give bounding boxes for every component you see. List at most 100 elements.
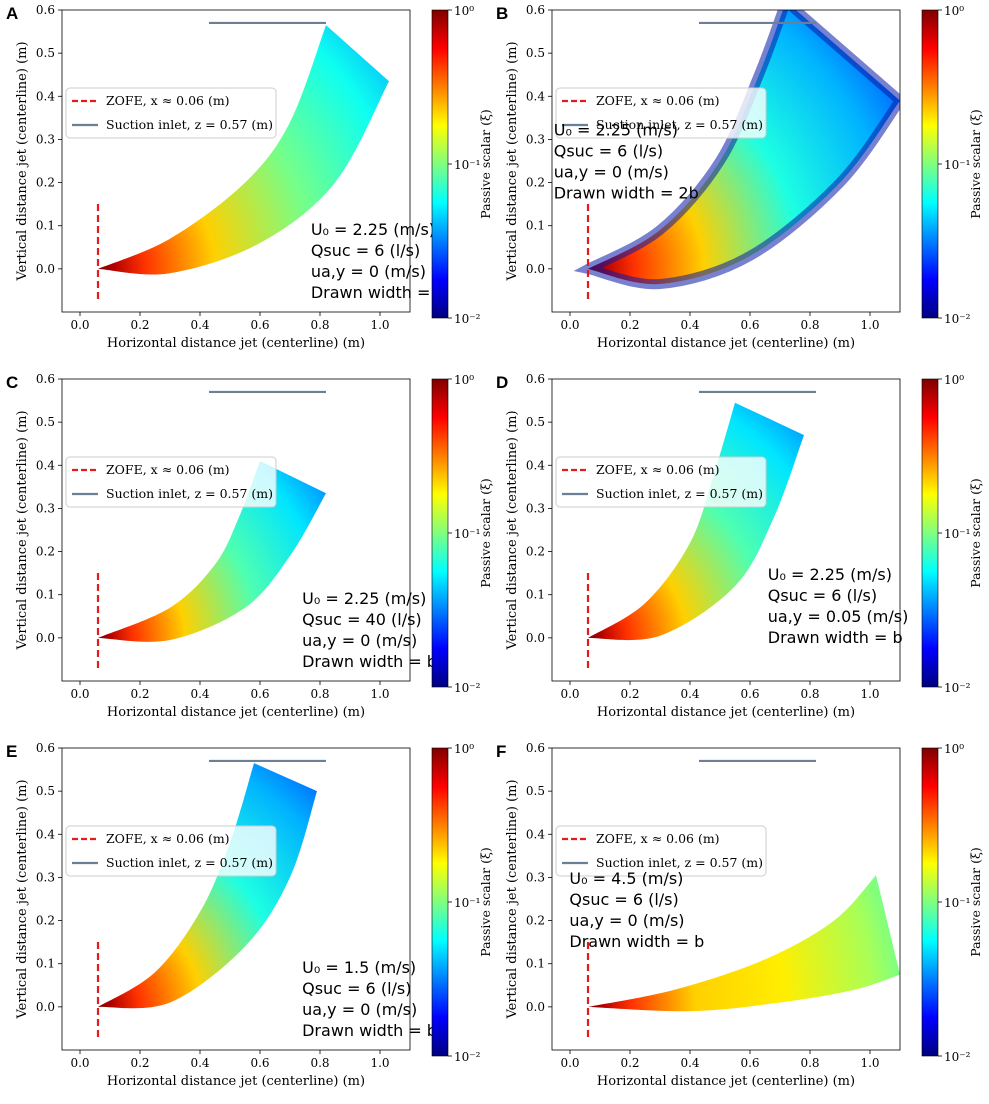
plume-b [588, 10, 900, 285]
colorbar-tick-label: 10⁻¹ [454, 158, 480, 172]
legend: ZOFE, x ≈ 0.06 (m) Suction inlet, z = 0.5… [555, 825, 767, 877]
x-tick-label: 0.8 [310, 1056, 329, 1070]
colorbar-label: Passive scalar (ξ) [968, 109, 983, 218]
annotation-line: U₀ = 2.25 (m/s) [554, 120, 678, 139]
x-tick-label: 1.0 [370, 1056, 389, 1070]
annotation-line: Qsuc = 40 (l/s) [302, 610, 422, 629]
y-axis-label: Vertical distance jet (centerline) (m) [505, 779, 520, 1019]
x-axis-label: Horizontal distance jet (centerline) (m) [107, 1074, 365, 1089]
panel-label-b: B [496, 4, 509, 23]
x-tick-label: 0.6 [740, 318, 759, 332]
colorbar-tick-label: 10⁻² [944, 681, 971, 695]
y-tick-label: 0.4 [36, 827, 55, 841]
annotation: U₀ = 2.25 (m/s) Qsuc = 6 (l/s) ua,y = 0 (m… [311, 220, 446, 302]
axes-frame [551, 378, 901, 682]
plume-group [588, 875, 900, 1012]
y-tick-label: 0.3 [526, 132, 545, 146]
colorbar-label: Passive scalar (ξ) [968, 478, 983, 587]
colorbar-tick-label: 10⁻² [454, 681, 481, 695]
colorbar-tick-label: 10⁰ [454, 373, 474, 387]
axes-frame [551, 9, 901, 313]
legend-suction-label: Suction inlet, z = 0.57 (m) [106, 117, 273, 132]
legend-suction-label: Suction inlet, z = 0.57 (m) [596, 855, 763, 870]
y-tick-label: 0.2 [36, 914, 55, 928]
x-tick-label: 0.2 [130, 318, 149, 332]
x-tick-label: 0.4 [190, 1056, 209, 1070]
legend-suction-label: Suction inlet, z = 0.57 (m) [106, 486, 273, 501]
colorbar-tick-label: 10⁻² [944, 1050, 971, 1064]
y-tick-label: 0.0 [526, 1000, 545, 1014]
annotation-line: Drawn width = b [311, 283, 446, 302]
colorbar-label: Passive scalar (ξ) [478, 847, 493, 956]
x-tick-label: 1.0 [860, 318, 879, 332]
x-tick-label: 0.2 [620, 1056, 639, 1070]
colorbar-tick-label: 10⁰ [454, 742, 474, 756]
axes-frame [61, 747, 411, 1051]
y-tick-label: 0.6 [36, 741, 55, 755]
legend-zofe-label: ZOFE, x ≈ 0.06 (m) [596, 93, 720, 108]
y-tick-label: 0.1 [36, 219, 55, 233]
y-tick-label: 0.6 [526, 3, 545, 17]
x-tick-label: 1.0 [370, 318, 389, 332]
panel-e: 0.0 0.2 0.4 0.6 0.8 1.0 0.0 0.1 0.2 0.3 0.4 0.5 0.6 H… [15, 741, 437, 1089]
annotation: U₀ = 2.25 (m/s) Qsuc = 6 (l/s) ua,y = 0 (m… [554, 120, 699, 202]
plume-e [98, 763, 317, 1009]
colorbar-gradient [921, 9, 939, 319]
colorbar-tick-label: 10⁻² [454, 1050, 481, 1064]
y-tick-label: 0.4 [36, 89, 55, 103]
annotation-line: ua,y = 0.05 (m/s) [768, 607, 909, 626]
x-tick-label: 0.8 [800, 1056, 819, 1070]
y-tick-label: 0.1 [526, 588, 545, 602]
colorbar-tick-label: 10⁻¹ [944, 896, 970, 910]
panel-label-f: F [496, 742, 507, 761]
x-tick-label: 0.6 [250, 1056, 269, 1070]
annotation-line: Qsuc = 6 (l/s) [554, 141, 663, 160]
colorbar-gradient [431, 9, 449, 319]
legend-box [555, 456, 767, 508]
x-tick-label: 0.4 [680, 318, 699, 332]
x-tick-label: 0.0 [70, 687, 89, 701]
panel-c: 0.0 0.2 0.4 0.6 0.8 1.0 0.0 0.1 0.2 0.3 0.4 0.5 0.6 H… [15, 372, 437, 720]
panel-label-d: D [496, 373, 509, 392]
legend-suction-label: Suction inlet, z = 0.57 (m) [106, 855, 273, 870]
x-tick-label: 0.2 [620, 687, 639, 701]
y-tick-label: 0.6 [36, 372, 55, 386]
colorbar-tick-label: 10⁻² [944, 312, 971, 326]
colorbar-tick-label: 10⁻¹ [454, 527, 480, 541]
x-tick-label: 1.0 [860, 687, 879, 701]
x-tick-label: 0.8 [800, 318, 819, 332]
y-tick-label: 0.5 [36, 46, 55, 60]
colorbar-c: 10⁰ 10⁻¹ 10⁻² Passive scalar (ξ) [431, 373, 493, 695]
y-tick-label: 0.0 [36, 262, 55, 276]
annotation-line: Drawn width = b [768, 628, 903, 647]
annotation-line: U₀ = 2.25 (m/s) [302, 589, 426, 608]
x-tick-label: 0.6 [250, 687, 269, 701]
y-tick-label: 0.1 [526, 219, 545, 233]
annotation-line: Drawn width = 2b [554, 183, 699, 202]
x-tick-label: 0.4 [680, 1056, 699, 1070]
y-tick-label: 0.5 [526, 46, 545, 60]
colorbar-b: 10⁰ 10⁻¹ 10⁻² Passive scalar (ξ) [921, 4, 983, 326]
y-tick-label: 0.4 [526, 827, 545, 841]
annotation-line: ua,y = 0 (m/s) [302, 631, 417, 650]
legend-zofe-label: ZOFE, x ≈ 0.06 (m) [596, 462, 720, 477]
legend: ZOFE, x ≈ 0.06 (m) Suction inlet, z = 0.5… [555, 87, 767, 139]
x-tick-label: 0.8 [800, 687, 819, 701]
colorbar-gradient [431, 747, 449, 1057]
x-tick-label: 0.0 [70, 318, 89, 332]
legend: ZOFE, x ≈ 0.06 (m) Suction inlet, z = 0.5… [65, 825, 277, 877]
colorbar-tick-label: 10⁻² [454, 312, 481, 326]
x-tick-label: 0.0 [560, 318, 579, 332]
annotation-line: Qsuc = 6 (l/s) [302, 979, 411, 998]
colorbar-label: Passive scalar (ξ) [968, 847, 983, 956]
y-tick-label: 0.0 [526, 262, 545, 276]
y-tick-label: 0.4 [526, 89, 545, 103]
x-tick-label: 0.0 [70, 1056, 89, 1070]
legend-zofe-label: ZOFE, x ≈ 0.06 (m) [106, 93, 230, 108]
annotation-line: Drawn width = b [302, 652, 437, 671]
panel-d: 0.0 0.2 0.4 0.6 0.8 1.0 0.0 0.1 0.2 0.3 0.4 0.5 0.6 H… [505, 372, 908, 720]
axes-frame [551, 747, 901, 1051]
x-tick-label: 0.4 [190, 318, 209, 332]
annotation-line: U₀ = 4.5 (m/s) [569, 869, 683, 888]
x-tick-label: 0.2 [130, 687, 149, 701]
